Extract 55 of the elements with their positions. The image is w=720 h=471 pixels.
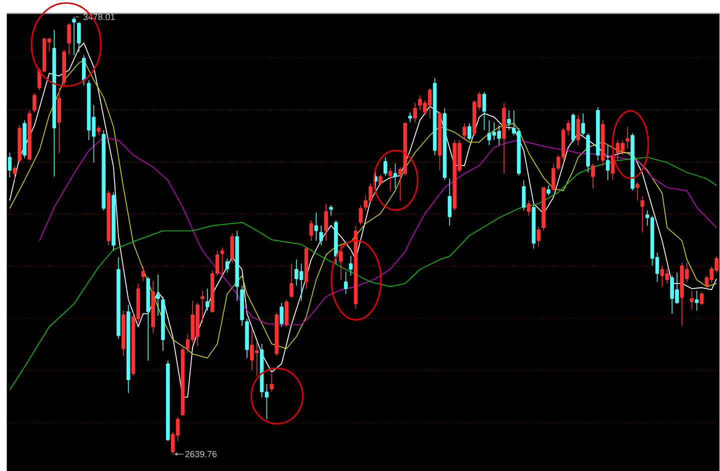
candlestick xyxy=(141,266,146,282)
candlestick xyxy=(358,204,363,225)
annotation: 2639.76 xyxy=(185,450,217,458)
candlestick xyxy=(626,126,630,149)
candlestick xyxy=(378,174,382,186)
candlestick xyxy=(284,299,288,328)
candlestick xyxy=(522,180,526,211)
candlestick xyxy=(393,163,398,189)
candlestick xyxy=(468,122,472,140)
candlestick xyxy=(319,225,324,246)
candlestick xyxy=(606,144,610,181)
candlestick xyxy=(67,22,71,56)
candlestick xyxy=(636,182,640,201)
candlestick xyxy=(280,302,284,328)
candlestick xyxy=(270,373,274,392)
candlestick xyxy=(309,220,314,241)
candlestick xyxy=(339,242,343,280)
candlestick xyxy=(220,246,224,276)
candlestick xyxy=(413,102,417,123)
candlestick xyxy=(324,203,328,241)
candlestick xyxy=(507,110,511,130)
candlestick xyxy=(230,232,234,263)
candlestick xyxy=(82,54,86,86)
candlestick xyxy=(690,290,694,310)
candlestick xyxy=(314,212,318,241)
candlestick xyxy=(576,114,580,146)
candlestick xyxy=(200,290,204,323)
candlestick xyxy=(526,200,531,216)
candlestick xyxy=(384,156,388,176)
candlestick xyxy=(57,87,62,154)
candlestick xyxy=(462,122,466,140)
candlestick xyxy=(694,290,699,311)
candlestick xyxy=(348,255,353,276)
candlestick xyxy=(640,196,644,233)
candlestick xyxy=(156,274,160,316)
candlestick xyxy=(546,184,550,196)
candlestick xyxy=(32,92,36,113)
candlestick xyxy=(12,165,17,181)
candlestick xyxy=(700,291,704,306)
candlestick xyxy=(388,168,392,191)
candlestick xyxy=(448,178,452,226)
candlestick xyxy=(72,16,76,56)
candlestick xyxy=(581,112,585,136)
candlestick xyxy=(344,270,348,294)
candlestick xyxy=(96,124,101,136)
candlestick xyxy=(536,226,540,247)
candlestick xyxy=(591,163,595,189)
candlestick xyxy=(290,263,294,298)
candlestick xyxy=(206,288,210,311)
candlestick xyxy=(482,92,486,130)
candlestick xyxy=(329,204,333,216)
candlestick xyxy=(408,112,412,123)
candlestick xyxy=(225,258,230,273)
candlestick xyxy=(77,22,81,52)
candlestick xyxy=(8,152,12,178)
